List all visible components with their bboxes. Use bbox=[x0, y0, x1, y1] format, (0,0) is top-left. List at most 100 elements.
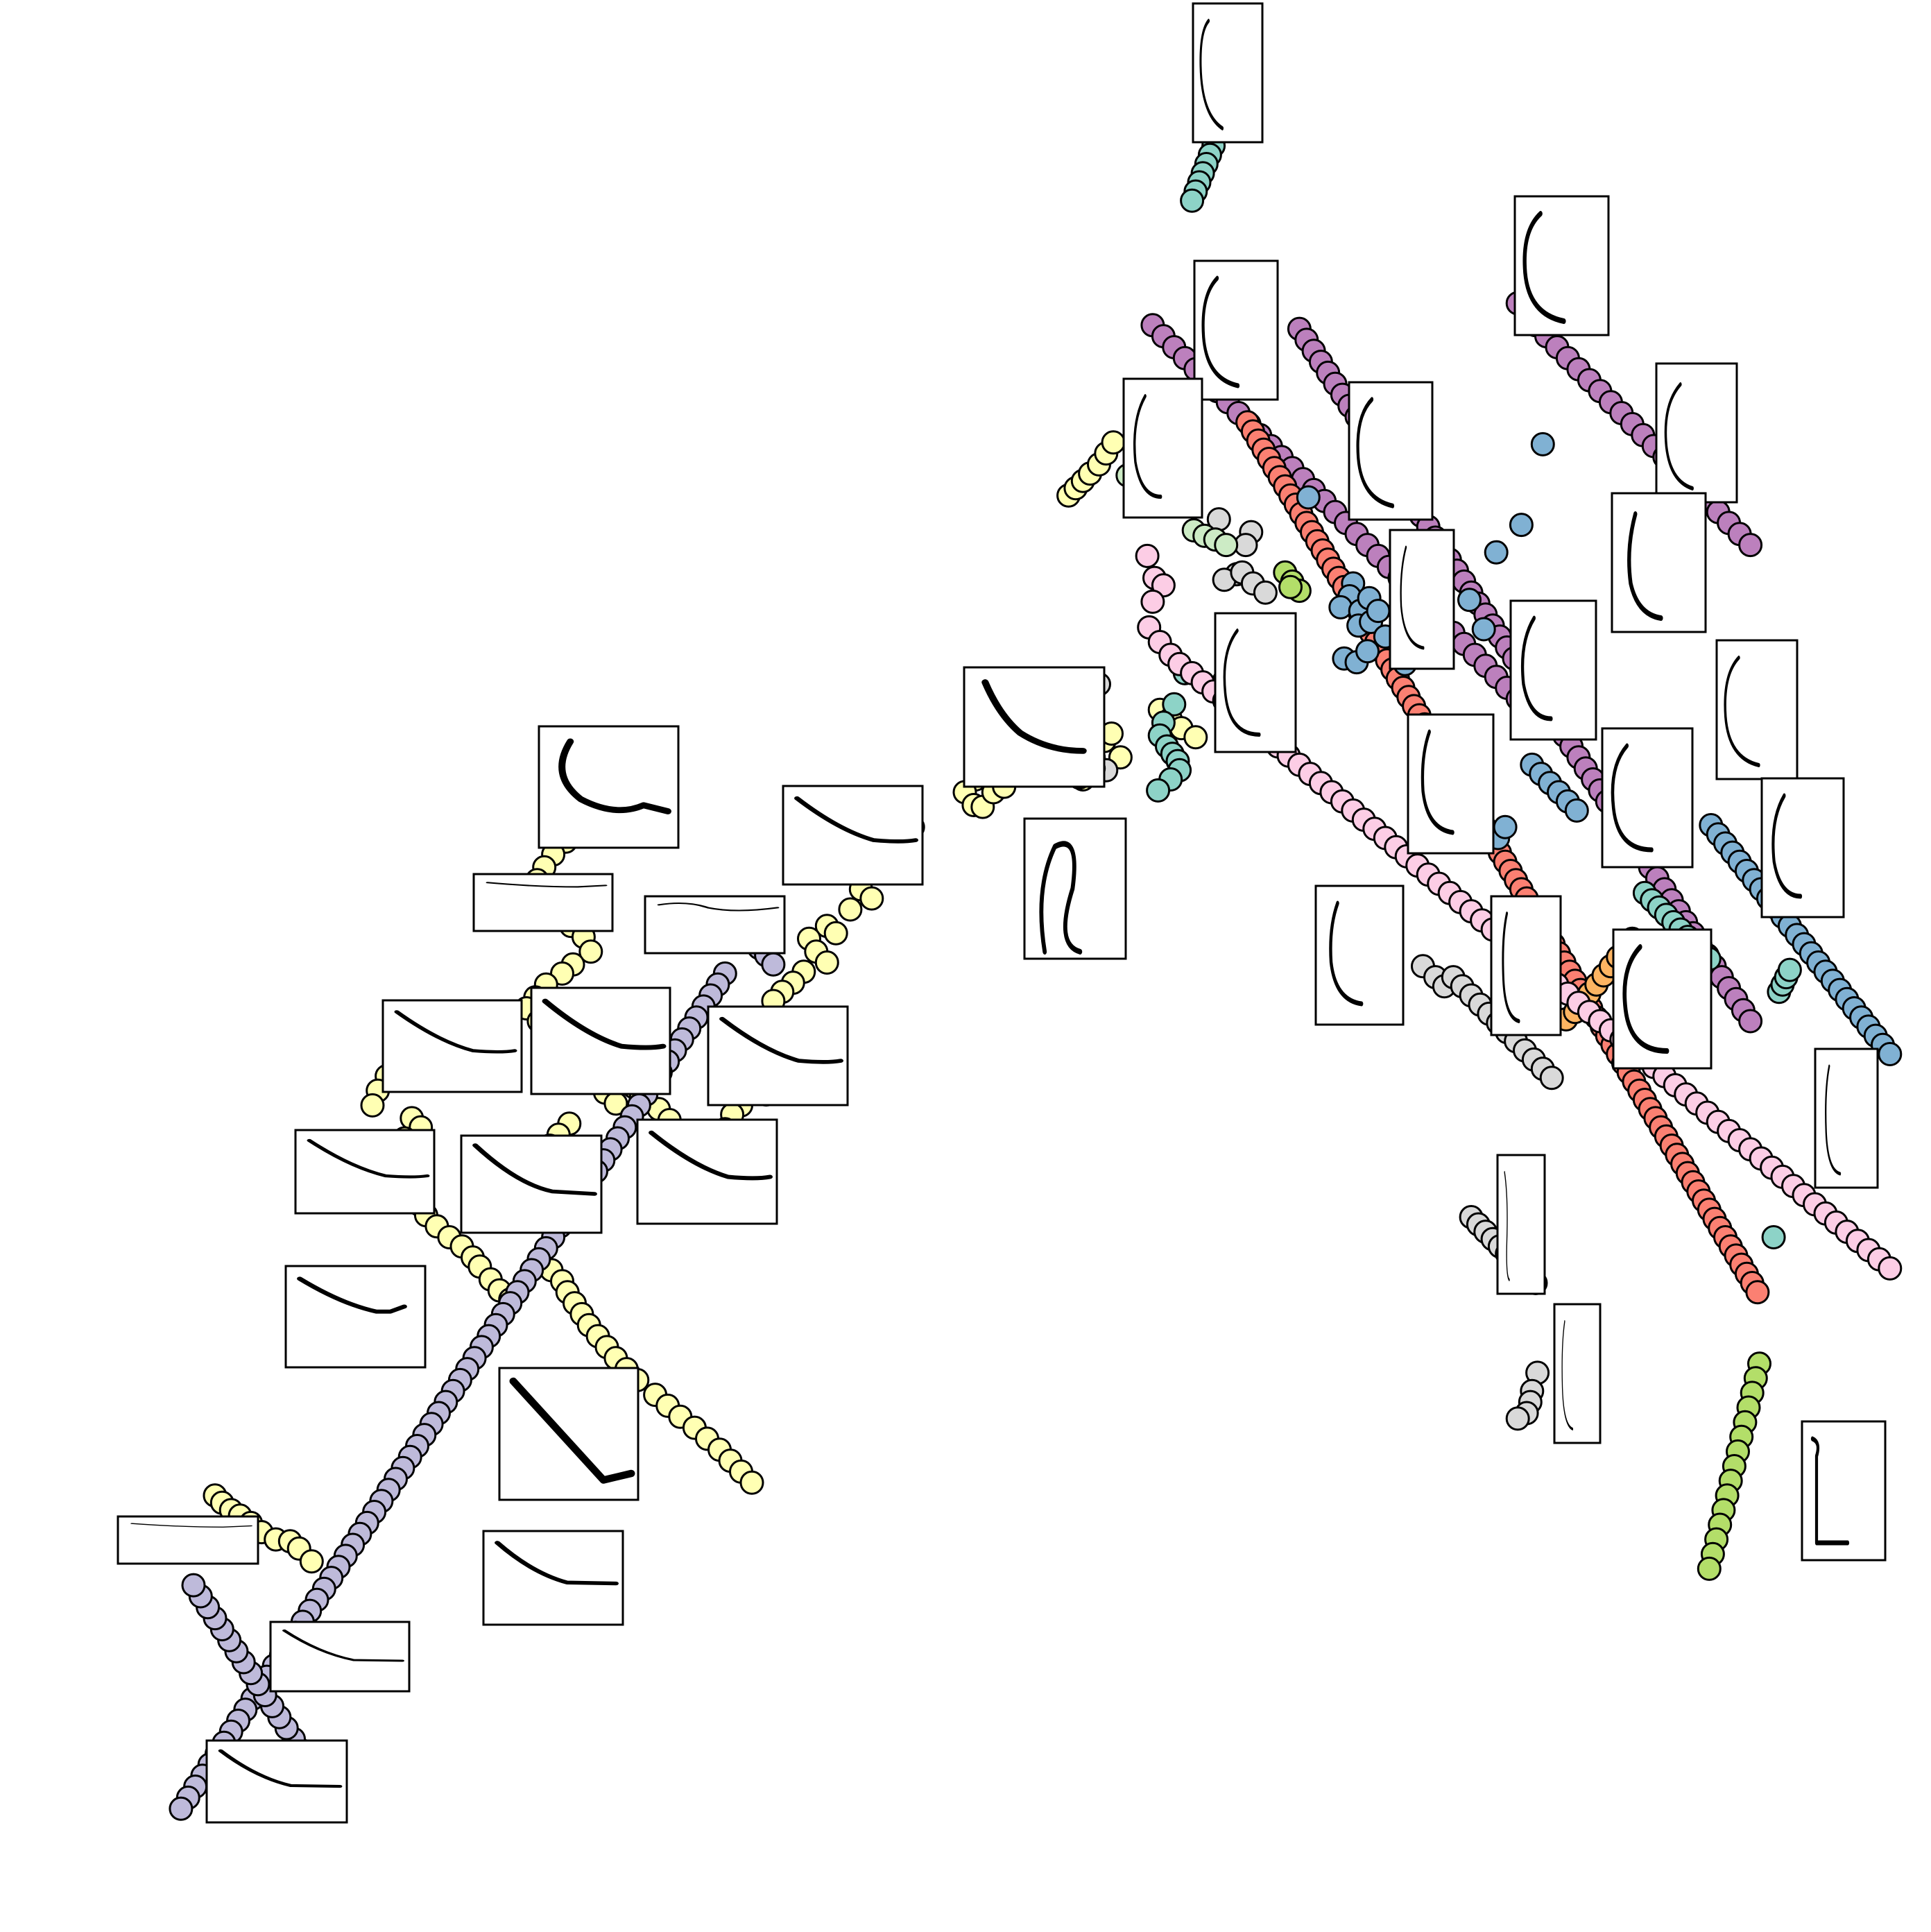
handwriting-stroke bbox=[1627, 511, 1663, 621]
data-point bbox=[1878, 1042, 1903, 1066]
digit-thumbnail bbox=[1122, 377, 1203, 519]
data-point bbox=[1564, 798, 1589, 823]
data-point bbox=[578, 939, 603, 964]
thumbnail-frame bbox=[1601, 727, 1694, 869]
handwriting-stroke bbox=[657, 902, 780, 912]
thumbnail-frame bbox=[1348, 381, 1434, 521]
data-point bbox=[1183, 725, 1208, 750]
digit-thumbnail bbox=[498, 1367, 640, 1501]
data-point bbox=[1878, 1256, 1903, 1281]
thumbnail-frame bbox=[1611, 492, 1707, 633]
digit-thumbnail bbox=[460, 1134, 603, 1234]
handwriting-stroke bbox=[1400, 545, 1425, 650]
data-point bbox=[1296, 485, 1321, 510]
data-point bbox=[1530, 431, 1555, 456]
handwriting-stroke bbox=[1133, 394, 1162, 499]
handwriting-stroke bbox=[1329, 900, 1364, 1007]
digit-thumbnail bbox=[1715, 639, 1799, 780]
data-point bbox=[1146, 778, 1171, 803]
data-point bbox=[181, 1573, 206, 1598]
thumbnail-frame bbox=[782, 785, 924, 886]
handwriting-stroke bbox=[1561, 1320, 1574, 1430]
thumbnail-frame bbox=[1193, 259, 1279, 401]
series-green bbox=[1224, 560, 1771, 1581]
thumbnail-frame bbox=[1612, 928, 1713, 1070]
data-point bbox=[1328, 595, 1353, 619]
digit-thumbnail bbox=[530, 986, 671, 1095]
handwriting-stroke bbox=[1039, 841, 1083, 955]
data-point bbox=[169, 1796, 194, 1821]
data-point bbox=[1505, 1406, 1530, 1431]
handwriting-stroke bbox=[1522, 211, 1566, 324]
digit-thumbnail bbox=[1509, 599, 1597, 741]
handwriting-stroke bbox=[1771, 793, 1803, 899]
digit-thumbnail bbox=[636, 1118, 778, 1225]
digit-thumbnail bbox=[472, 873, 614, 932]
handwriting-stroke bbox=[558, 738, 671, 814]
digit-thumbnail bbox=[963, 666, 1106, 788]
digit-thumbnail bbox=[782, 785, 924, 886]
thumbnail-frame bbox=[117, 1515, 259, 1565]
data-point bbox=[1135, 543, 1160, 568]
data-point bbox=[1278, 574, 1303, 599]
thumbnail-frame bbox=[1122, 377, 1203, 519]
handwriting-stroke bbox=[1201, 275, 1240, 388]
handwriting-stroke bbox=[1223, 629, 1261, 737]
handwriting-stroke bbox=[719, 1016, 843, 1064]
data-point bbox=[1101, 430, 1126, 455]
handwriting-stroke bbox=[1356, 397, 1395, 508]
handwriting-stroke bbox=[981, 679, 1087, 754]
handwriting-stroke bbox=[394, 1010, 517, 1054]
digit-thumbnail bbox=[1513, 195, 1610, 336]
digit-thumbnail bbox=[1601, 727, 1694, 869]
handwriting-stroke bbox=[1520, 615, 1553, 721]
data-point bbox=[1761, 1225, 1786, 1249]
digit-thumbnail bbox=[644, 895, 786, 955]
digit-thumbnail bbox=[1389, 529, 1455, 670]
digit-thumbnail bbox=[205, 1739, 348, 1824]
data-point bbox=[1140, 589, 1165, 614]
digit-thumbnail bbox=[381, 999, 523, 1093]
thumbnail-frame bbox=[1513, 195, 1610, 336]
handwriting-stroke bbox=[509, 1377, 635, 1484]
digit-thumbnail bbox=[1348, 381, 1434, 521]
data-point bbox=[1180, 188, 1205, 213]
data-point bbox=[1493, 814, 1518, 839]
data-point bbox=[1745, 1280, 1770, 1305]
handwriting-stroke bbox=[282, 1630, 404, 1662]
digit-thumbnail bbox=[1023, 817, 1127, 960]
data-point bbox=[1539, 1066, 1564, 1091]
data-point bbox=[1509, 513, 1534, 538]
digit-thumbnail bbox=[1496, 1154, 1546, 1295]
handwriting-stroke bbox=[649, 1130, 773, 1181]
thumbnail-frame bbox=[1655, 362, 1738, 504]
data-point bbox=[1471, 617, 1496, 642]
thumbnail-frame bbox=[1760, 777, 1845, 918]
data-point bbox=[1355, 639, 1380, 664]
handwriting-stroke bbox=[1421, 729, 1454, 835]
thumbnails-layer bbox=[117, 2, 1887, 1824]
handwriting-stroke bbox=[486, 882, 608, 888]
data-point bbox=[1738, 533, 1763, 558]
data-point bbox=[1366, 599, 1391, 624]
digit-thumbnail bbox=[482, 1530, 624, 1626]
thumbnail-frame bbox=[294, 1129, 436, 1215]
digit-thumbnail bbox=[294, 1129, 436, 1215]
digit-thumbnail bbox=[707, 1005, 849, 1106]
thumbnail-frame bbox=[538, 725, 680, 849]
digit-thumbnail bbox=[1655, 362, 1738, 504]
handwriting-stroke bbox=[1622, 944, 1670, 1054]
data-point bbox=[1697, 1556, 1722, 1581]
data-point bbox=[1457, 588, 1482, 613]
thumbnail-frame bbox=[1814, 1048, 1879, 1189]
data-point bbox=[1214, 533, 1239, 558]
digit-thumbnail bbox=[1193, 259, 1279, 401]
thumbnail-frame bbox=[1192, 2, 1264, 144]
data-point bbox=[761, 952, 786, 977]
handwriting-stroke bbox=[1199, 19, 1224, 130]
thumbnail-frame bbox=[1509, 599, 1597, 741]
thumbnail-frame bbox=[284, 1265, 427, 1369]
handwriting-stroke bbox=[1504, 1171, 1510, 1281]
data-point bbox=[360, 1093, 385, 1118]
